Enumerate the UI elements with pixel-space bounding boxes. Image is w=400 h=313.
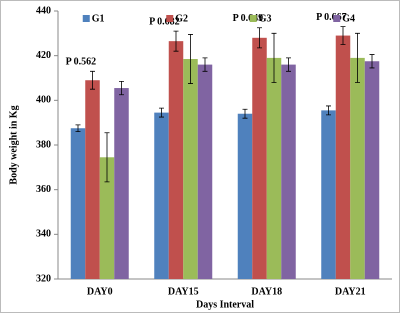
error-bar xyxy=(119,80,124,96)
legend-swatch xyxy=(249,15,257,22)
y-tick-label: 440 xyxy=(36,5,51,16)
error-bar xyxy=(75,124,81,132)
legend-label: G1 xyxy=(92,13,105,24)
error-bar xyxy=(271,32,277,83)
legend-swatch xyxy=(166,15,174,22)
y-axis-title: Body weight in Kg xyxy=(8,105,19,184)
bar xyxy=(197,64,213,279)
error-bar xyxy=(369,54,375,69)
error-bar xyxy=(104,132,110,183)
annotation: P 0.667 xyxy=(316,12,347,23)
annotation: P 0.649 xyxy=(233,13,264,24)
bar xyxy=(85,80,100,279)
y-tick-label: 340 xyxy=(36,229,51,240)
error-bar xyxy=(173,30,179,52)
error-bar xyxy=(90,70,95,90)
bar xyxy=(154,112,169,279)
bar xyxy=(114,88,129,279)
annotation: P 0.682 xyxy=(149,16,180,27)
bar xyxy=(237,113,253,279)
legend-swatch xyxy=(82,15,90,22)
error-bar xyxy=(355,32,360,83)
legend-label: G3 xyxy=(259,13,272,24)
bar xyxy=(321,110,336,279)
bar xyxy=(266,57,282,280)
bar xyxy=(364,61,380,279)
y-tick-label: 380 xyxy=(36,139,51,150)
error-bar xyxy=(202,57,208,72)
y-tick-label: 360 xyxy=(36,184,51,195)
x-tick-label: DAY21 xyxy=(335,286,366,297)
error-bar xyxy=(188,34,193,84)
x-tick-label: DAY0 xyxy=(87,286,113,297)
error-bar xyxy=(326,105,331,116)
error-bar xyxy=(159,107,164,118)
error-bar xyxy=(257,27,262,49)
legend-label: G4 xyxy=(342,13,355,24)
x-tick-label: DAY15 xyxy=(168,286,199,297)
bar xyxy=(168,41,184,280)
annotation: P 0.562 xyxy=(66,57,97,68)
bar xyxy=(252,37,267,279)
legend-swatch xyxy=(333,15,341,22)
bar xyxy=(99,157,115,279)
y-tick-label: 320 xyxy=(36,273,51,284)
bar xyxy=(335,35,351,279)
x-tick-label: DAY18 xyxy=(251,286,282,297)
error-bar xyxy=(340,26,346,45)
bar xyxy=(350,57,365,280)
error-bar xyxy=(286,57,291,72)
bar xyxy=(70,128,86,279)
y-tick-label: 420 xyxy=(36,50,51,61)
y-tick-label: 400 xyxy=(36,95,51,106)
legend-label: G2 xyxy=(175,13,188,24)
x-axis-title: Days Interval xyxy=(196,299,254,310)
bar xyxy=(183,59,198,280)
bar xyxy=(281,64,296,279)
error-bar xyxy=(242,108,248,119)
